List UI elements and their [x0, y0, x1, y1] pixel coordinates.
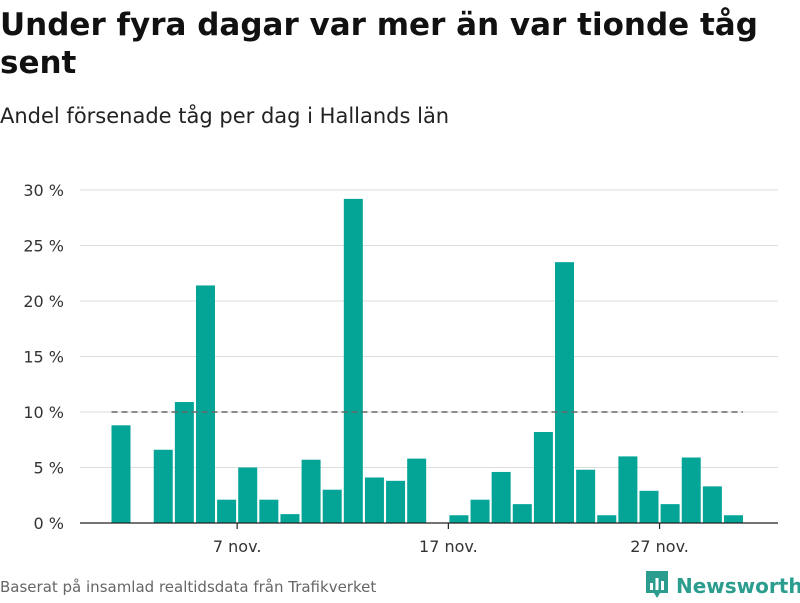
y-tick-label: 15 %	[23, 348, 64, 367]
x-tick-label: 27 nov.	[630, 537, 689, 556]
bar	[386, 480, 406, 523]
bar	[702, 486, 722, 523]
bar	[660, 504, 680, 523]
bar	[280, 514, 300, 523]
bar	[322, 489, 342, 523]
bar	[470, 499, 490, 523]
x-tick-label: 7 nov.	[213, 537, 262, 556]
bar	[153, 449, 173, 523]
bar	[111, 425, 131, 523]
chart-title: Under fyra dagar var mer än var tionde t…	[0, 7, 758, 81]
bar	[174, 402, 194, 523]
y-tick-label: 20 %	[23, 292, 64, 311]
bar	[407, 458, 427, 523]
bar	[301, 459, 321, 523]
bar-chart: 0 % 5 % 10 % 15 % 20 % 25 % 30 % 7 nov. 17 nov. 2…	[23, 181, 778, 556]
bar	[618, 456, 638, 523]
bar	[343, 198, 363, 523]
bar	[491, 471, 511, 523]
chart-subtitle: Andel försenade tåg per dag i Hallands l…	[0, 104, 450, 128]
y-tick-label: 10 %	[23, 403, 64, 422]
bar	[597, 515, 617, 523]
bar	[723, 515, 743, 523]
source-note: Baserat på insamlad realtidsdata från Tr…	[0, 578, 377, 596]
bar	[576, 469, 596, 523]
axes: 0 % 5 % 10 % 15 % 20 % 25 % 30 % 7 nov. 17 nov. 2…	[23, 181, 778, 556]
bar	[449, 515, 469, 523]
bar	[238, 467, 258, 523]
bar	[681, 457, 701, 523]
brand-name: Newsworthy	[676, 574, 800, 598]
bar	[555, 262, 575, 523]
bar	[217, 499, 237, 523]
y-tick-label: 25 %	[23, 237, 64, 256]
y-tick-label: 30 %	[23, 181, 64, 200]
bar	[512, 504, 532, 523]
bars	[111, 198, 743, 523]
y-tick-label: 5 %	[34, 459, 64, 478]
x-tick-label: 17 nov.	[419, 537, 478, 556]
bar	[639, 490, 659, 523]
bar	[195, 285, 215, 523]
bar	[533, 431, 553, 523]
y-tick-label: 0 %	[34, 514, 64, 533]
bar	[259, 499, 279, 523]
newsworthy-logo-icon	[644, 569, 670, 603]
bar	[364, 477, 384, 523]
newsworthy-brand[interactable]: Newsworthy	[644, 569, 800, 603]
